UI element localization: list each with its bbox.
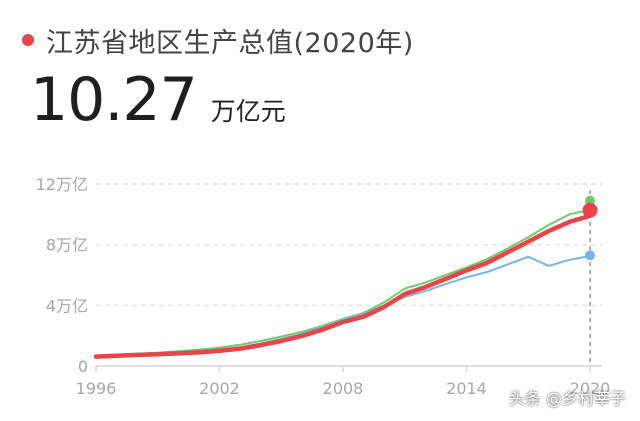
watermark-text: 头条 @乡村莘子 — [508, 389, 626, 408]
y-tick-label: 4万亿 — [46, 296, 88, 315]
x-tick-label: 2002 — [199, 379, 240, 398]
headline-value: 10.27 万亿元 — [30, 70, 286, 130]
y-tick-label: 0 — [78, 357, 88, 376]
y-tick-label: 8万亿 — [46, 236, 88, 255]
series-end-point — [582, 202, 598, 218]
gdp-unit: 万亿元 — [210, 97, 286, 126]
chart-title: 江苏省地区生产总值(2020年) — [22, 18, 414, 62]
x-axis-ticks: 1996 2002 2008 2014 2020 — [76, 366, 611, 398]
y-axis-ticks: 0 4万亿 8万亿 12万亿 — [36, 175, 88, 376]
x-tick-label: 1996 — [76, 379, 117, 398]
series-line — [93, 213, 593, 359]
series-line — [95, 208, 591, 358]
series-lines — [93, 208, 593, 359]
x-tick-label: 2014 — [446, 379, 487, 398]
title-bullet-dot — [22, 34, 34, 46]
series-end-point — [585, 250, 595, 261]
end-markers — [582, 195, 598, 261]
chart-title-text: 江苏省地区生产总值(2020年) — [46, 27, 414, 59]
grid-lines — [96, 183, 602, 367]
x-tick-label: 2008 — [323, 379, 364, 398]
gdp-value: 10.27 — [30, 65, 198, 135]
series-line — [95, 255, 591, 358]
y-tick-label: 12万亿 — [36, 175, 88, 194]
x-tick-label: 2020 — [570, 379, 611, 398]
